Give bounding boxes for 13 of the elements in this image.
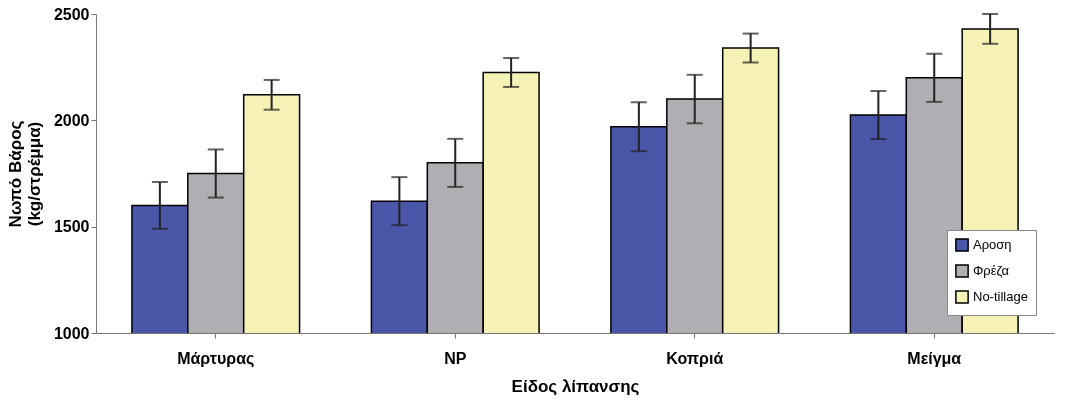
x-tick-label: Μάρτυρας: [177, 349, 255, 368]
x-tick-label: Μείγμα: [907, 349, 962, 367]
y-tick-label: 2500: [53, 5, 90, 23]
legend-label: Αροση: [973, 237, 1012, 252]
legend-label: Φρέζα: [973, 263, 1010, 278]
y-tick-label: 1500: [53, 218, 90, 236]
y-tick-label: 1000: [53, 324, 90, 342]
x-tick-label: Κοπριά: [666, 349, 724, 367]
y-axis-title: Νωπό Βάρος (kg/στρέμμα): [5, 120, 44, 228]
y-tick-label: 2000: [53, 111, 90, 129]
x-axis-title: Είδος λίπανσης: [511, 376, 640, 396]
x-tick-label: NP: [444, 349, 467, 367]
legend-label: No-tillage: [973, 289, 1028, 304]
